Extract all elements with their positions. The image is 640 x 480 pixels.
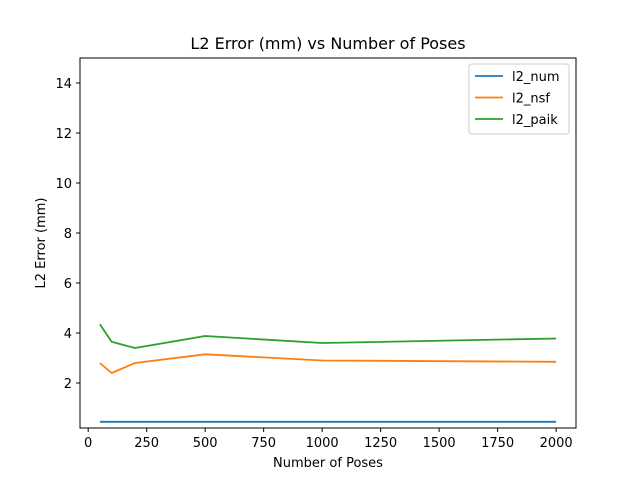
y-axis-ticks: 2 4 6 8 10 12 14	[55, 77, 80, 392]
plot-lines	[99, 323, 557, 423]
chart-title: L2 Error (mm) vs Number of Poses	[190, 34, 465, 53]
x-axis-label: Number of Poses	[273, 456, 383, 471]
y-axis-label: L2 Error (mm)	[34, 198, 49, 289]
x-tick-label: 1250	[364, 436, 397, 451]
legend-label-l2_nsf: l2_nsf	[512, 92, 550, 107]
x-tick-label: 0	[84, 436, 92, 451]
series-line-l2_paik	[99, 323, 557, 349]
legend-label-l2_num: l2_num	[512, 70, 560, 85]
x-tick-label: 1000	[306, 436, 339, 451]
y-tick-label: 6	[64, 277, 72, 292]
x-tick-label: 250	[134, 436, 159, 451]
x-tick-label: 750	[251, 436, 276, 451]
legend-label-l2_paik: l2_paik	[512, 113, 558, 128]
x-tick-label: 2000	[540, 436, 573, 451]
x-axis-ticks: 0 250 500 750 1000 1250 1500 1750 2000	[84, 428, 573, 451]
plot-frame	[79, 57, 577, 429]
y-tick-label: 12	[55, 127, 72, 142]
legend: l2_num l2_nsf l2_paik	[468, 63, 570, 135]
x-tick-label: 1750	[481, 436, 514, 451]
y-tick-label: 2	[64, 377, 72, 392]
legend-box	[468, 63, 570, 135]
y-tick-label: 14	[55, 77, 72, 92]
y-tick-label: 10	[55, 177, 72, 192]
x-tick-label: 1500	[423, 436, 456, 451]
x-tick-label: 500	[193, 436, 218, 451]
y-tick-label: 4	[64, 327, 72, 342]
y-tick-label: 8	[64, 227, 72, 242]
series-line-l2_nsf	[99, 353, 557, 374]
